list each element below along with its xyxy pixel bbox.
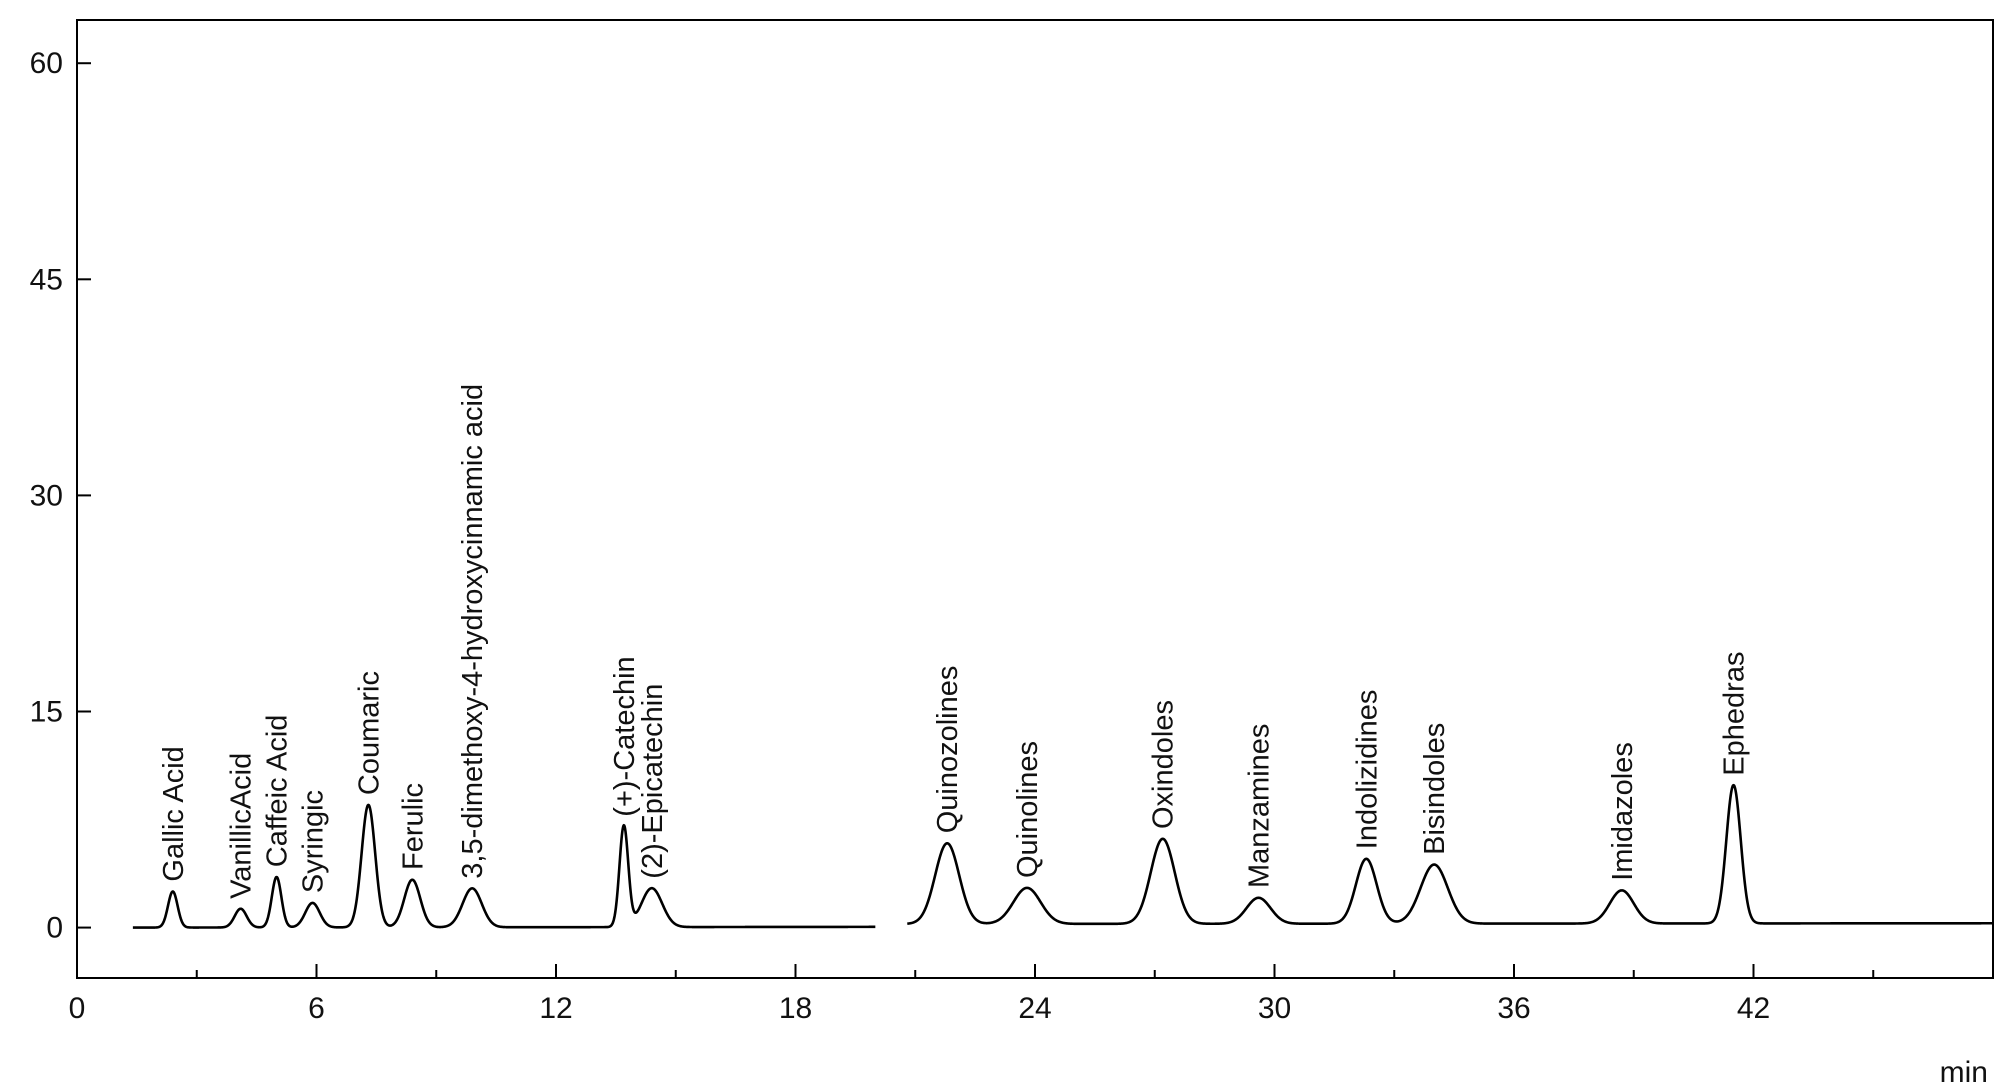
x-axis: 0 6 12 18 24 30 36 42: [69, 964, 1994, 1025]
x-tick-label: 42: [1737, 992, 1770, 1025]
chromatogram-traces: [131, 783, 1994, 929]
peak-label: VanillicAcid: [226, 753, 258, 899]
peak-label: (2)-Epicatechin: [637, 684, 669, 879]
x-tick-label: 30: [1258, 992, 1291, 1025]
y-tick-label: 15: [30, 695, 63, 728]
x-tick-label: 24: [1018, 992, 1051, 1025]
peak-label: Syringic: [298, 790, 330, 893]
chromatogram-trace: [906, 783, 1994, 926]
x-tick-label: 6: [308, 992, 325, 1025]
y-tick-label: 45: [30, 263, 63, 296]
x-tick-label: 12: [539, 992, 572, 1025]
peak-label: 3,5-dimethoxy-4-hydroxycinnamic acid: [457, 384, 489, 879]
peak-label: Coumaric: [353, 671, 385, 795]
x-axis-unit-label: min: [1940, 1056, 1988, 1089]
y-tick-label: 0: [46, 912, 63, 945]
peak-label: Caffeic Acid: [262, 715, 294, 868]
peak-labels: Gallic Acid VanillicAcid Caffeic Acid Syrin…: [158, 384, 1751, 899]
x-tick-label: 18: [779, 992, 812, 1025]
x-tick-label: 36: [1497, 992, 1530, 1025]
y-axis: 0 15 30 45 60: [30, 47, 91, 945]
y-tick-label: 30: [30, 479, 63, 512]
peak-label: Manzamines: [1244, 724, 1276, 888]
y-tick-label: 60: [30, 47, 63, 80]
chromatogram-trace: [131, 803, 877, 929]
peak-label: Bisindoles: [1419, 723, 1451, 855]
x-tick-label: 0: [69, 992, 86, 1025]
peak-label: Gallic Acid: [158, 746, 190, 881]
peak-label: Imidazoles: [1607, 742, 1639, 881]
peak-label: Indolizidines: [1351, 690, 1383, 850]
peak-label: Ephedras: [1719, 652, 1751, 776]
peak-label: Ferulic: [397, 783, 429, 870]
peak-label: Quinozolines: [932, 666, 964, 834]
peak-label: Quinolines: [1012, 741, 1044, 878]
peak-label: Oxindoles: [1148, 700, 1180, 829]
peak-label: (+)-Catechin: [609, 656, 641, 816]
